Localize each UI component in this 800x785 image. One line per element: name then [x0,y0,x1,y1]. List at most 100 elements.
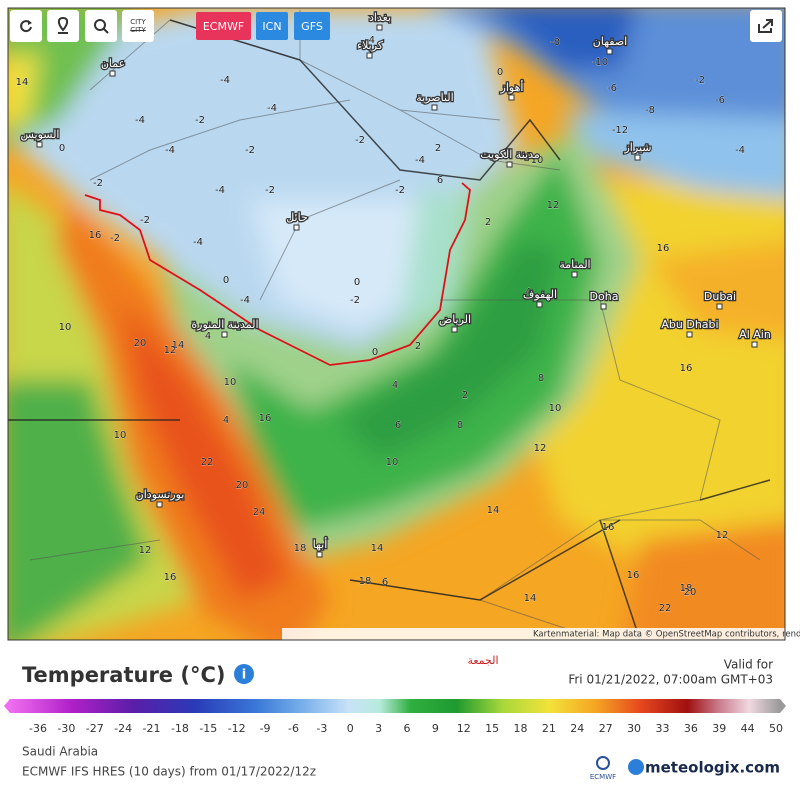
scale-tick-label: -9 [260,722,271,735]
contour-label: -4 [267,103,277,114]
scale-tick-label: 15 [485,722,499,735]
contour-label: -6 [607,83,617,94]
contour-label: 18 [680,583,693,594]
city-marker [221,331,228,338]
city-marker [293,224,300,231]
model-button[interactable]: ECMWF [196,12,251,40]
contour-label: 12 [164,345,177,356]
city-marker [716,303,723,310]
scale-tick-label: -6 [288,722,299,735]
scale-tick-label: 3 [375,722,382,735]
map-labels: 14 0 -2 -4 -4 -4 -2 -4 -2 -2 -4 -4 -2 -4 -2 -4 -6 -8 -10 -1… [15,10,772,614]
contour-label: -2 [265,185,275,196]
contour-label: 2 [462,390,468,401]
valid-label: Valid for [724,658,773,672]
model-button[interactable]: ICN [256,12,288,40]
scale-tick-label: -21 [143,722,161,735]
contour-label: 22 [659,603,672,614]
city-toggle[interactable]: CITY CITY [122,10,154,42]
city-label: Dubai [704,290,736,303]
contour-label: 0 [497,67,503,78]
city-label: بورتسودان [136,488,185,501]
contour-label: -2 [93,178,103,189]
scale-tick-label: -30 [57,722,75,735]
scale-tick-label: 44 [741,722,755,735]
contour-label: 18 [294,543,307,554]
location-button[interactable] [47,10,79,42]
city-label: Al Ain [739,328,771,341]
contour-label: -4 [193,237,203,248]
contour-label: 4 [223,415,229,426]
city-marker [109,70,116,77]
scale-tick-label: 50 [769,722,783,735]
scale-tick-label: 0 [347,722,354,735]
scale-tick-label: 27 [599,722,613,735]
scale-tick-label: 12 [457,722,471,735]
temperature-field [8,8,785,640]
contour-label: -4 [220,75,230,86]
contour-label: -4 [415,155,425,166]
city-label: المدينة المنورة [191,318,258,331]
contour-label: -2 [140,215,150,226]
contour-label: 16 [164,572,177,583]
city-marker [751,341,758,348]
contour-label: -10 [592,57,608,68]
scale-tick-label: 33 [655,722,669,735]
city-marker [36,141,43,148]
legend-title: Temperature (°C) [22,663,225,687]
share-button[interactable] [750,10,782,42]
svg-text:i: i [242,668,246,683]
contour-label: -2 [355,135,365,146]
brand[interactable]: meteologix.com [645,759,780,777]
zoom-button[interactable] [85,10,117,42]
contour-label: 8 [538,373,544,384]
city-label: اصفهان [593,35,627,48]
contour-label: -2 [695,75,705,86]
contour-label: -4 [135,115,145,126]
scale-tick-label: -36 [29,722,47,735]
model-button[interactable]: GFS [294,12,330,40]
city-marker [376,24,383,31]
contour-label: -4 [165,145,175,156]
city-marker [156,501,163,508]
contour-label: -4 [240,295,250,306]
city-label: بغداد [369,11,391,24]
city-label: CITY [130,18,146,26]
scale-tick-label: 24 [570,722,584,735]
reload-button[interactable] [10,10,42,42]
contour-label: -8 [550,37,560,48]
contour-label: 0 [354,277,360,288]
contour-label: 8 [457,420,463,431]
contour-label: 18 [359,576,372,587]
city-label: المنامة [559,258,590,271]
contour-label: 6 [395,420,401,431]
contour-label: 6 [437,175,443,186]
contour-label: -2 [195,115,205,126]
scale-tick-label: 39 [712,722,726,735]
contour-label: 10 [59,322,72,333]
city-label: Doha [590,290,619,303]
city-marker [451,326,458,333]
contour-label: 20 [134,338,147,349]
contour-label: 10 [386,457,399,468]
contour-label: -4 [735,145,745,156]
contour-label: 10 [549,403,562,414]
city-label: الهفوف [523,288,557,301]
contour-label: 4 [205,331,211,342]
scale-tick-label: 30 [627,722,641,735]
contour-label: 14 [371,543,384,554]
info-icon[interactable] [234,664,254,684]
scale-tick-label: 36 [684,722,698,735]
city-label: أبها [313,537,328,551]
city-marker [600,303,607,310]
contour-label: 16 [657,243,670,254]
contour-label: -6 [715,95,725,106]
city-marker [686,331,693,338]
color-scale [10,699,780,713]
contour-label: 24 [253,507,266,518]
contour-label: 12 [139,545,152,556]
city-marker [431,104,438,111]
valid-time: Fri 01/21/2022, 07:00am GMT+03 [568,673,773,687]
map-attribution: Kartenmaterial: Map data © OpenStreetMap… [533,630,800,640]
